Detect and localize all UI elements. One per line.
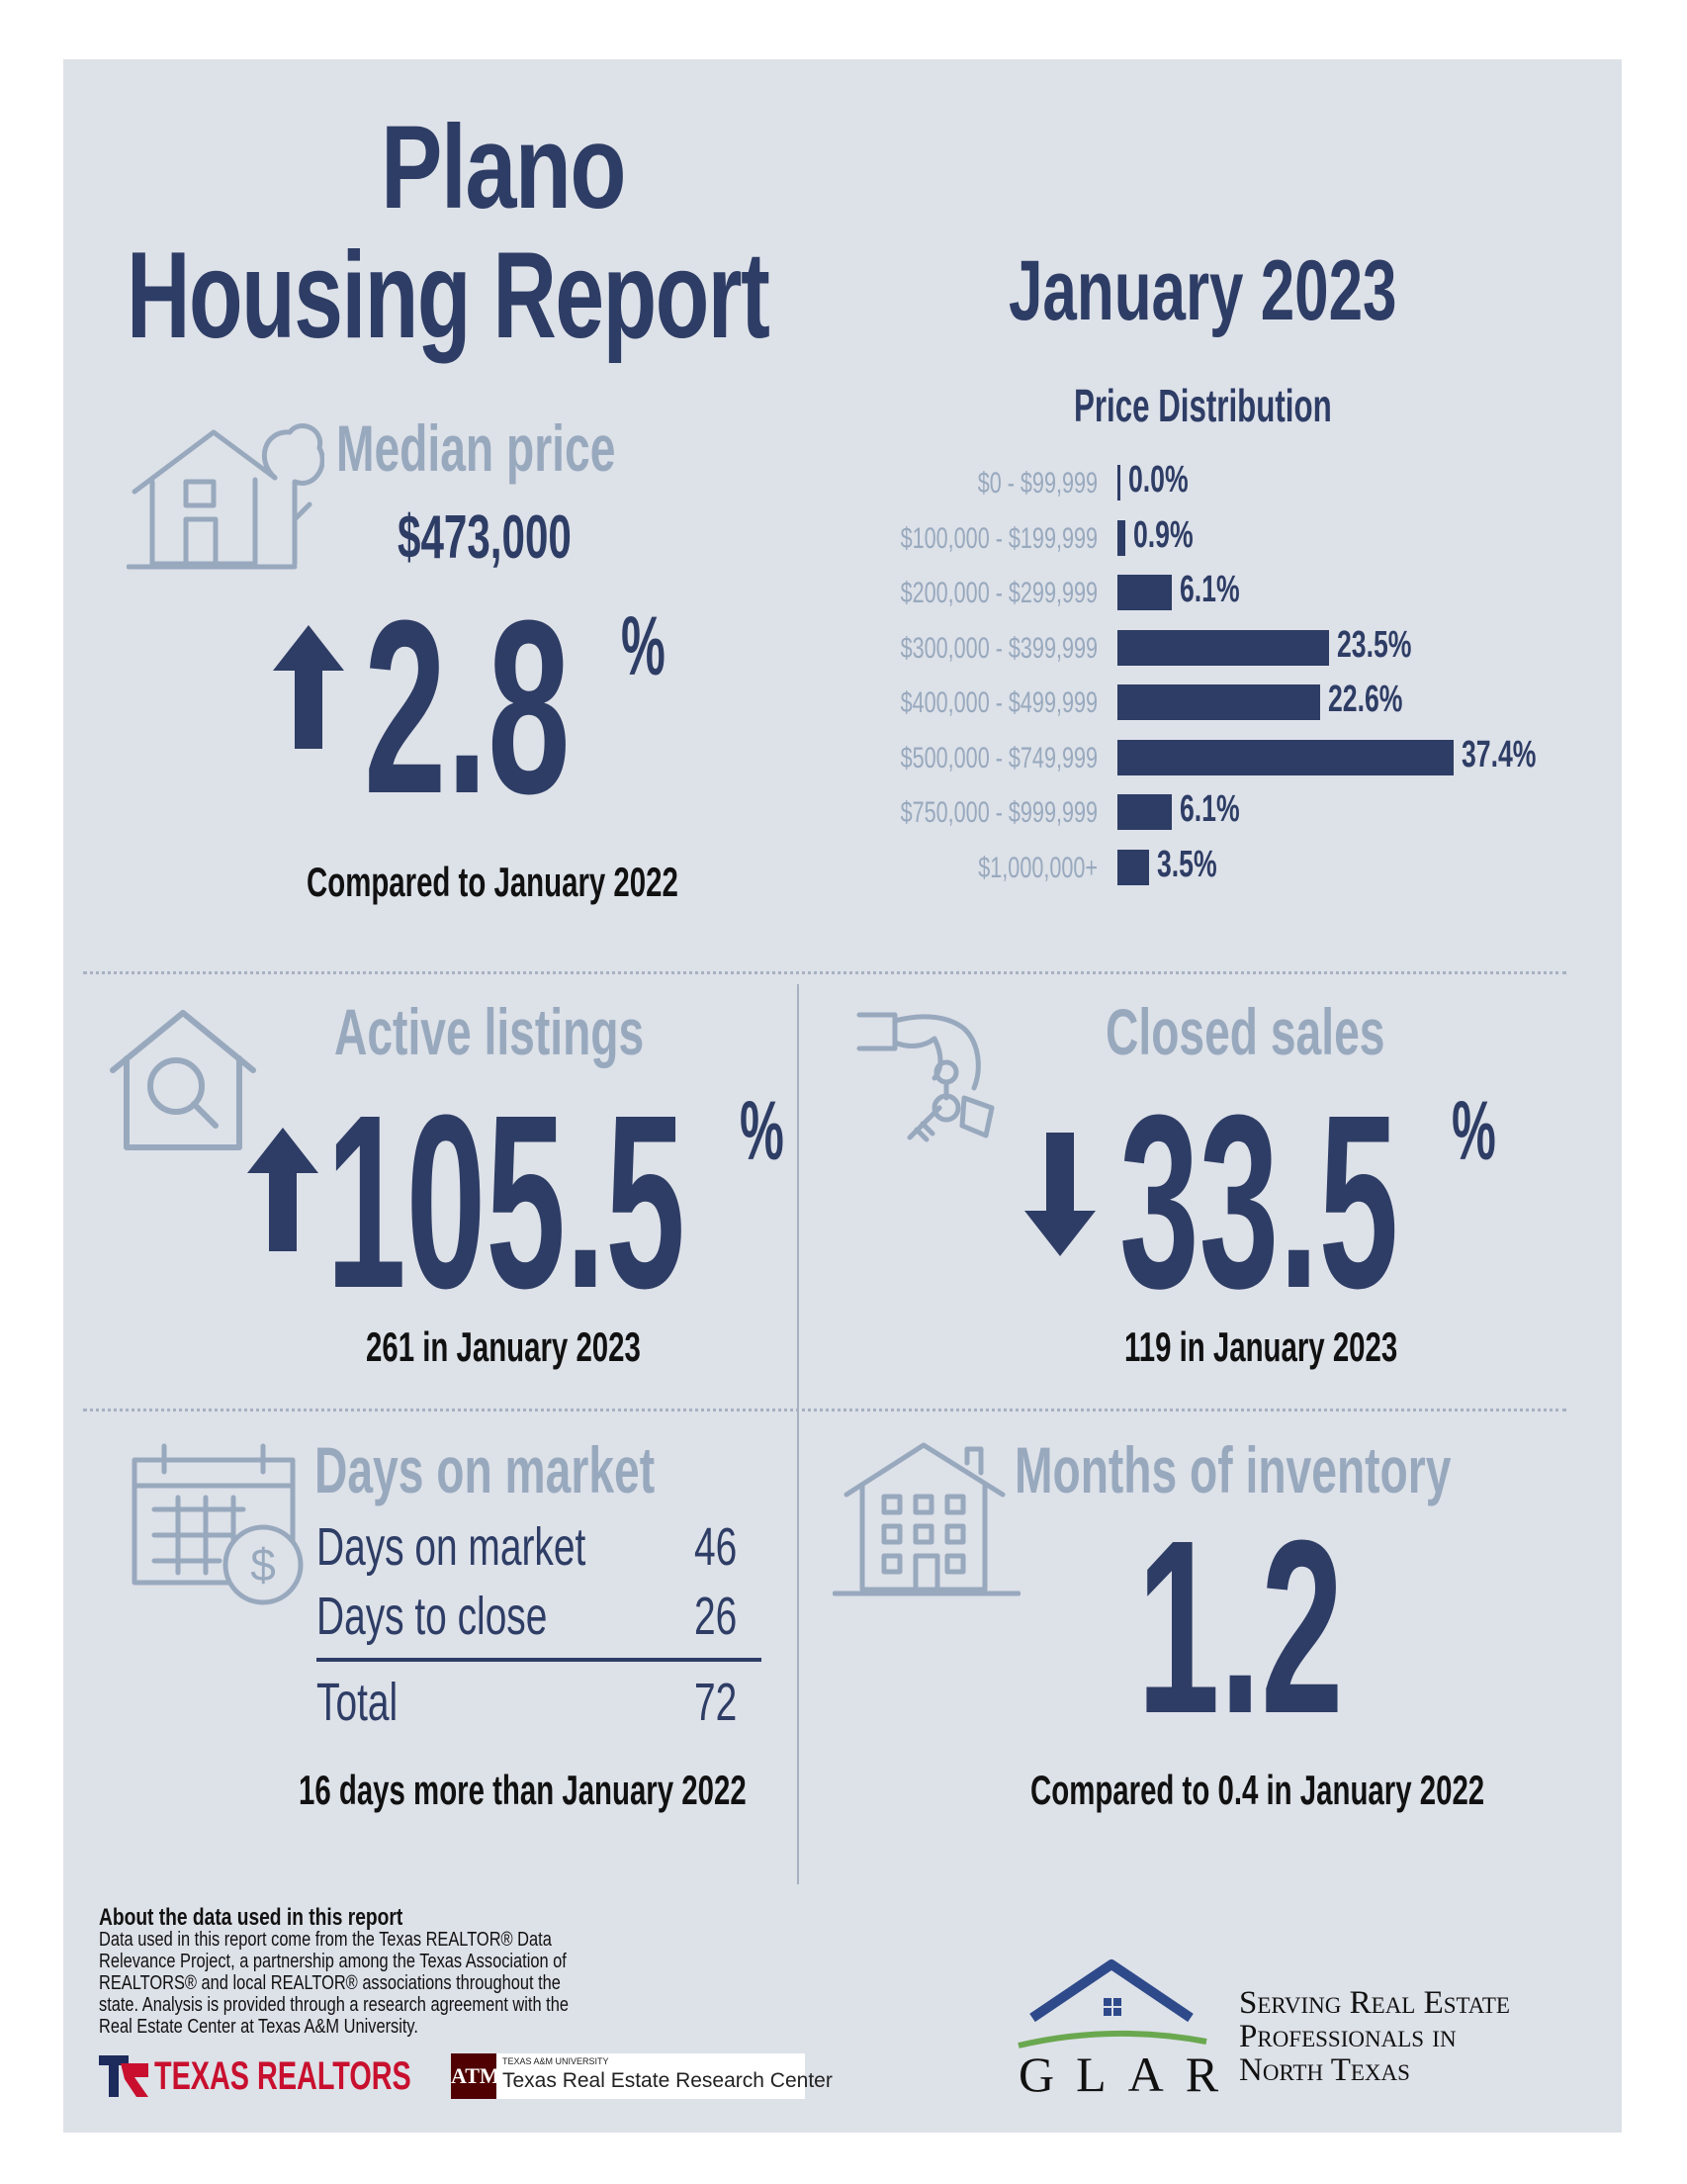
months-inventory-value: 1.2	[1137, 1489, 1344, 1765]
dom-row-value-2: 26	[694, 1587, 738, 1646]
bar	[1117, 849, 1149, 885]
about-heading: About the data used in this report	[99, 1904, 403, 1931]
report-title: Housing Report	[127, 228, 770, 364]
tamu-text: Texas Real Estate Research Center	[502, 2069, 833, 2092]
bar-category-label: $750,000 - $999,999	[900, 796, 1098, 829]
bar-category-label: $100,000 - $199,999	[900, 521, 1098, 555]
months-inventory-note: Compared to 0.4 in January 2022	[1030, 1767, 1485, 1813]
bar	[1117, 575, 1173, 610]
bar	[1117, 519, 1126, 556]
closed-sales-change: 33.5	[1119, 1063, 1399, 1339]
tamu-small-text: TEXAS A&M UNIVERSITY	[502, 2056, 609, 2066]
median-price-comparison: Compared to January 2022	[307, 859, 678, 905]
bar-category-label: $400,000 - $499,999	[900, 686, 1098, 719]
bar-category-label: $300,000 - $399,999	[900, 631, 1098, 665]
glar-logo: GLAR	[1009, 1958, 1218, 2102]
apartment-house-icon	[833, 1442, 1021, 1596]
days-on-market-heading: Days on market	[314, 1433, 656, 1506]
bar-value-label: 3.5%	[1156, 843, 1217, 885]
bar	[1117, 794, 1173, 830]
closed-sales-note: 119 in January 2023	[1124, 1323, 1398, 1370]
bar-category-label: $0 - $99,999	[977, 467, 1098, 500]
svg-text:$: $	[250, 1539, 276, 1591]
bar-value-label: 6.1%	[1180, 569, 1241, 610]
bar-value-label: 22.6%	[1328, 679, 1403, 720]
dom-row-value-1: 46	[694, 1517, 738, 1577]
active-listings-change: 105.5	[326, 1063, 685, 1339]
tamu-logo: ATM TEXAS A&M UNIVERSITY Texas Real Esta…	[451, 2053, 833, 2099]
closed-sales-heading: Closed sales	[1106, 995, 1385, 1068]
divider-top	[83, 971, 1566, 974]
texas-realtors-logo: TEXAS REALTORS	[99, 2053, 511, 2099]
report-month: January 2023	[1009, 243, 1397, 338]
bar-value-label: 6.1%	[1180, 788, 1241, 830]
house-tree-icon	[127, 422, 324, 570]
bar	[1117, 739, 1454, 775]
bar	[1117, 684, 1321, 720]
dom-note: 16 days more than January 2022	[299, 1767, 747, 1813]
dom-total-label: Total	[316, 1673, 399, 1732]
active-listings-percent: %	[740, 1084, 784, 1177]
bar-category-label: $200,000 - $299,999	[900, 577, 1098, 609]
arrow-down-icon	[1024, 1133, 1096, 1256]
dom-row-label-1: Days on market	[316, 1517, 586, 1577]
about-text: Data used in this report come from the T…	[99, 1929, 569, 2038]
bar	[1117, 629, 1329, 666]
arrow-up-icon	[273, 625, 344, 749]
house-magnifier-icon	[110, 1010, 256, 1150]
bar-category-label: $1,000,000+	[978, 851, 1098, 884]
bar-value-label: 37.4%	[1462, 733, 1537, 775]
median-price-value: $473,000	[398, 503, 572, 572]
dom-total-rule	[316, 1658, 761, 1662]
dom-row-label-2: Days to close	[316, 1587, 548, 1646]
glar-tagline-line2: Professionals in	[1239, 2019, 1457, 2054]
bar-value-label: 0.9%	[1133, 513, 1194, 556]
texas-realtors-mark-icon	[99, 2055, 148, 2097]
active-listings-note: 261 in January 2023	[366, 1323, 641, 1370]
city-title: Plano	[381, 101, 627, 233]
glar-tagline-line3: North Texas	[1239, 2052, 1410, 2088]
median-price-change: 2.8	[364, 569, 571, 845]
median-price-heading: Median price	[336, 411, 616, 485]
glar-tagline-line1: Serving Real Estate	[1239, 1985, 1510, 2021]
glar-house-icon	[1018, 1959, 1207, 2048]
price-distribution-title: Price Distribution	[1074, 380, 1332, 431]
glar-tagline: Serving Real Estate Professionals in Nor…	[1239, 1986, 1510, 2087]
active-listings-heading: Active listings	[334, 995, 645, 1068]
closed-sales-percent: %	[1452, 1084, 1496, 1177]
divider-middle	[83, 1409, 1566, 1411]
calendar-dollar-icon: $	[132, 1443, 304, 1605]
texas-realtors-text: TEXAS REALTORS	[154, 2053, 412, 2098]
median-price-percent: %	[621, 599, 666, 692]
arrow-up-icon	[247, 1128, 318, 1251]
hand-keys-icon	[856, 1012, 995, 1142]
report-card	[63, 59, 1622, 2133]
bar-value-label: 23.5%	[1336, 623, 1412, 666]
bar-value-label: 0.0%	[1128, 459, 1189, 500]
months-inventory-heading: Months of inventory	[1015, 1433, 1452, 1506]
glar-letters: GLAR	[1019, 2047, 1241, 2102]
bar	[1117, 465, 1120, 500]
divider-vertical	[797, 984, 799, 1884]
dom-total-value: 72	[694, 1673, 738, 1732]
bar-category-label: $500,000 - $749,999	[900, 741, 1098, 774]
tamu-mark-icon: ATM	[451, 2053, 500, 2099]
